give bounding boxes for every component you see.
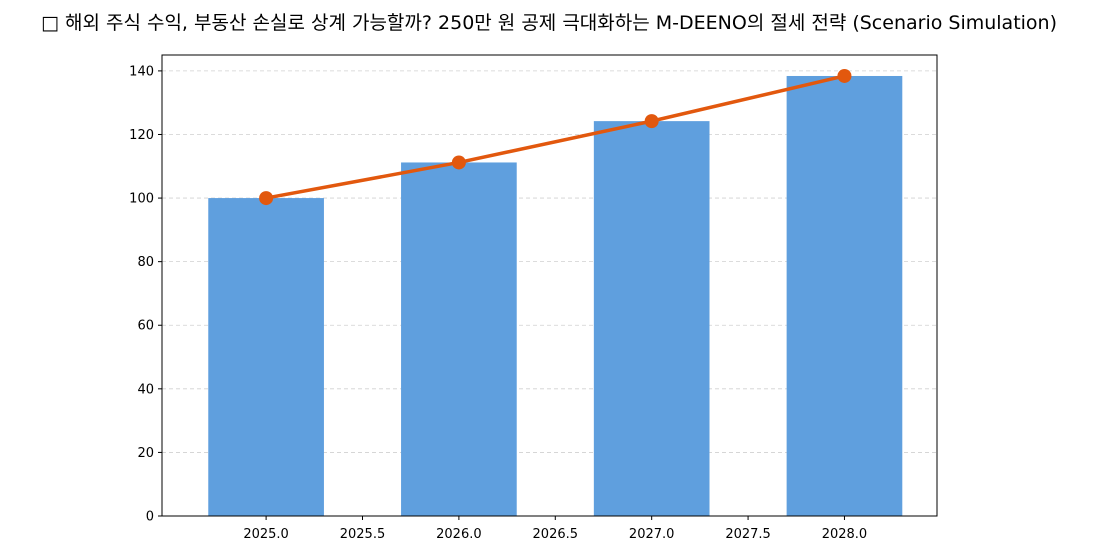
y-tick-label: 60: [137, 319, 154, 334]
x-tick-label: 2027.5: [725, 527, 771, 542]
line-point: [837, 68, 852, 83]
x-tick-label: 2027.0: [629, 527, 675, 542]
y-axis-ticks: 0 20 40 60 80 100 120 140: [129, 64, 162, 525]
bar: [208, 198, 324, 516]
y-tick-label: 40: [137, 382, 154, 397]
line-point: [451, 155, 466, 170]
y-tick-label: 140: [129, 64, 154, 79]
plot-frame: [161, 54, 938, 517]
bar-series: [208, 75, 903, 517]
x-tick-label: 2025.5: [340, 527, 386, 542]
y-tick-label: 100: [129, 192, 154, 207]
x-tick-label: 2026.0: [436, 527, 482, 542]
x-tick-label: 2026.5: [533, 527, 579, 542]
bar: [593, 121, 710, 517]
series-line: [265, 74, 845, 200]
y-tick-label: 0: [146, 510, 154, 525]
x-tick-label: 2025.0: [243, 527, 289, 542]
x-tick-label: 2028.0: [822, 527, 868, 542]
y-tick-label: 120: [129, 128, 154, 143]
x-axis-ticks: 2025.0 2025.5 2026.0 2026.5 2027.0 2027.5 2028…: [243, 516, 867, 542]
chart-title: □ 해외 주식 수익, 부동산 손실로 상계 가능할까? 250만 원 공제 극…: [40, 12, 1058, 34]
y-tick-label: 20: [137, 446, 154, 461]
y-tick-label: 80: [137, 255, 154, 270]
line-point: [644, 114, 659, 129]
line-point: [259, 191, 274, 206]
bar: [786, 75, 903, 516]
line-series: [259, 68, 852, 206]
bar: [401, 162, 517, 516]
